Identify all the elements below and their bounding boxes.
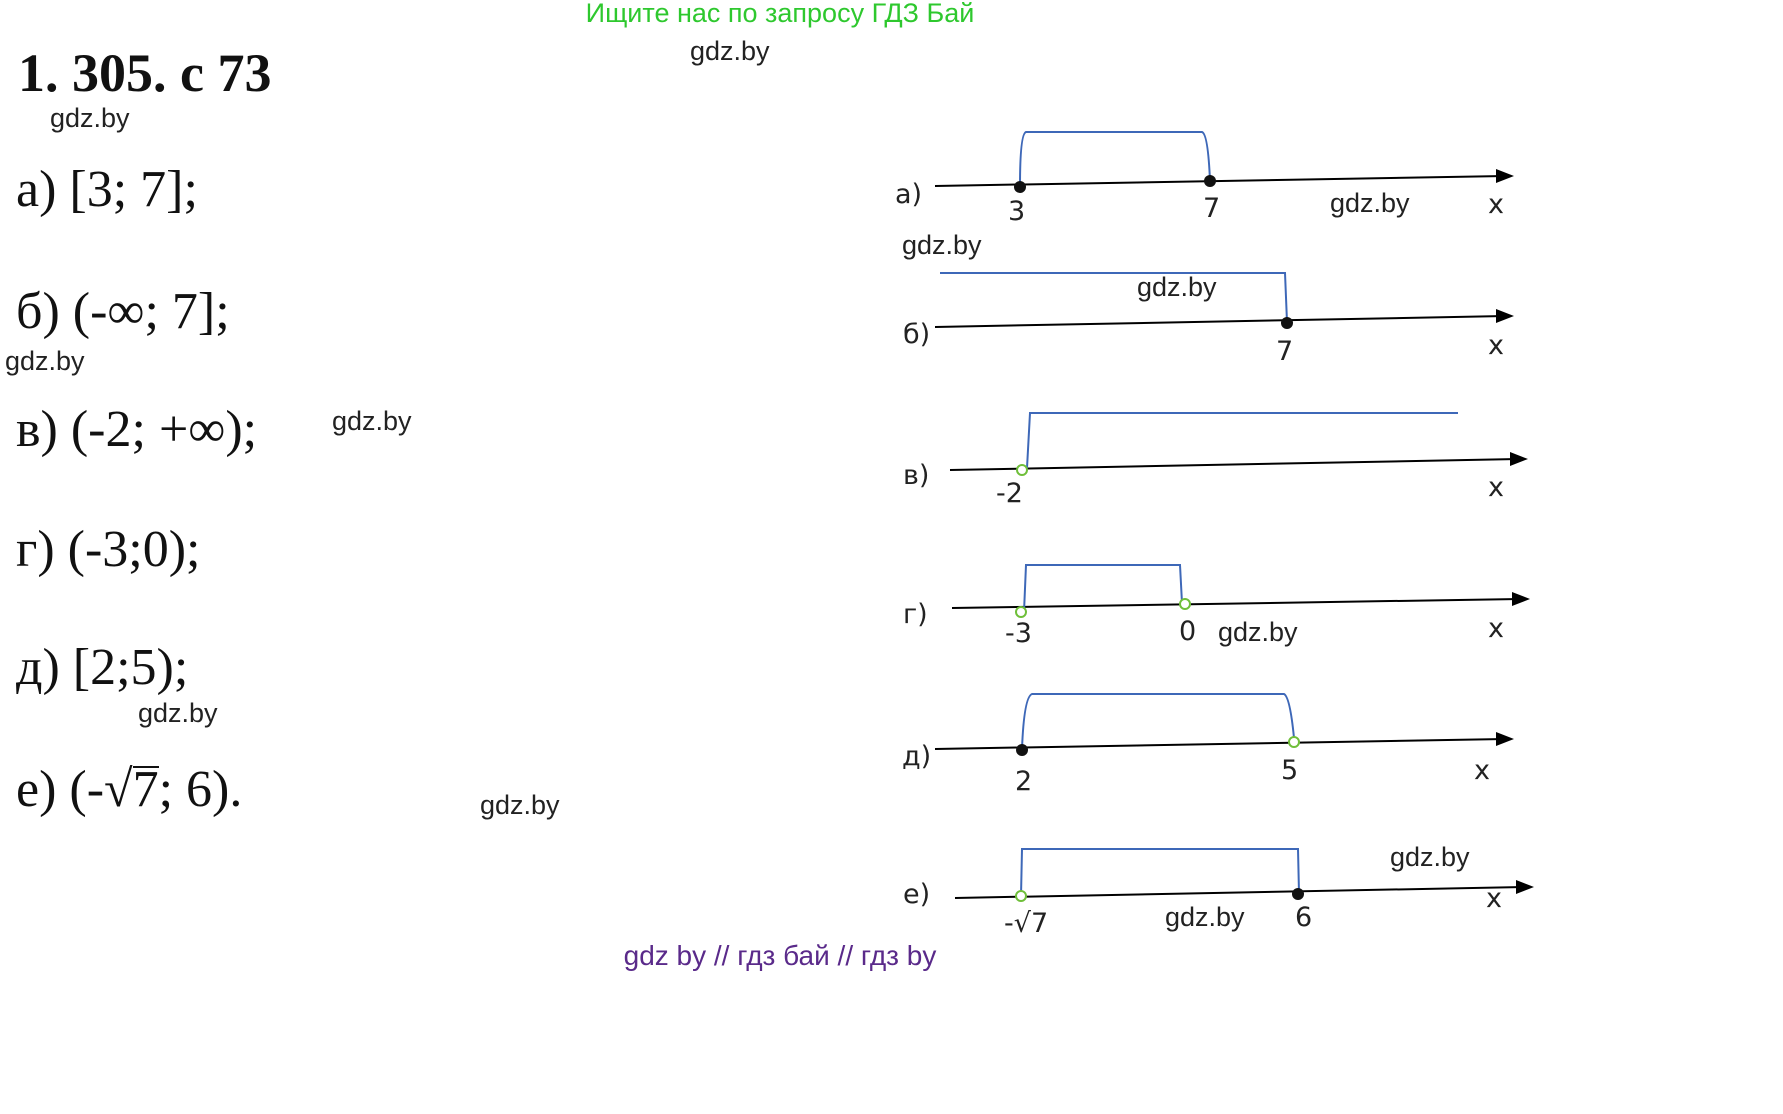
line-label: б) [903, 319, 930, 350]
axis-arrow [1510, 452, 1528, 466]
answer-e-prefix: е) (- [16, 761, 105, 818]
interval-bracket [1019, 131, 1211, 187]
line-label: а) [895, 179, 922, 210]
interval-bracket [1020, 848, 1300, 897]
axis-line [954, 886, 1525, 899]
watermark: gdz.by [1165, 902, 1245, 932]
number-line-v: в) -2 x [903, 412, 1528, 509]
axis-arrow [1496, 169, 1514, 183]
sqrt-sign: √ [104, 761, 133, 818]
number-line-b: б) 7 x [903, 272, 1514, 367]
number-line-g: г) -3 0 x [903, 564, 1530, 649]
watermark: gdz.by [332, 406, 412, 436]
interval-bracket [940, 272, 1288, 323]
tick-label: 7 [1276, 336, 1293, 367]
interval-bracket [1026, 412, 1458, 469]
answer-b: б) (-∞; 7]; [16, 283, 230, 340]
tick-label: 3 [1008, 196, 1025, 227]
exercise-title: 1. 305. с 73 [18, 43, 272, 103]
line-label: г) [903, 599, 928, 630]
open-point [1015, 890, 1027, 902]
axis-arrow [1512, 592, 1530, 606]
watermark: gdz.by [1137, 272, 1217, 302]
closed-point [1292, 888, 1304, 900]
interval-bracket [1021, 693, 1295, 750]
line-label: е) [903, 879, 930, 910]
watermark: gdz.by [138, 698, 218, 728]
tick-label: 0 [1179, 616, 1196, 647]
axis-line [934, 315, 1506, 328]
axis-name: x [1486, 883, 1502, 914]
axis-name: x [1488, 613, 1504, 644]
tick-label: 5 [1281, 755, 1298, 786]
tick-label: 7 [1203, 193, 1220, 224]
axis-name: x [1488, 472, 1504, 503]
watermark: gdz.by [50, 103, 130, 133]
closed-point [1016, 744, 1028, 756]
open-point [1179, 598, 1191, 610]
tick-label: -√7 [1004, 908, 1048, 939]
axis-name: x [1488, 189, 1504, 220]
axis-arrow [1496, 309, 1514, 323]
axis-arrow [1496, 732, 1514, 746]
interval-bracket [1023, 564, 1183, 613]
tick-label: 6 [1295, 902, 1312, 933]
line-label: в) [903, 460, 929, 491]
tick-label: 2 [1015, 766, 1032, 797]
answer-v: в) (-2; +∞); [16, 401, 258, 458]
watermark: gdz.by [1390, 842, 1470, 872]
axis-name: x [1488, 330, 1504, 361]
answer-e-suffix: ; 6). [158, 761, 243, 818]
axis-arrow [1516, 880, 1534, 894]
closed-point [1014, 181, 1026, 193]
closed-point [1204, 175, 1216, 187]
number-line-e: е) -√7 6 x [903, 848, 1534, 939]
answer-g: г) (-3;0); [16, 521, 201, 578]
axis-line [951, 598, 1521, 609]
open-point [1016, 464, 1028, 476]
watermark: gdz.by [902, 230, 982, 260]
footer-links: gdz by // гдз бай // гдз by [623, 940, 937, 971]
watermark: gdz.by [1218, 617, 1298, 647]
axis-line [949, 458, 1519, 471]
line-label: д) [902, 741, 931, 772]
closed-point [1281, 317, 1293, 329]
number-line-d: д) 2 5 x [902, 693, 1514, 797]
answer-e-radicand: 7 [132, 761, 159, 818]
answer-e: е) (-√7; 6). [16, 760, 242, 819]
number-line-a: а) 3 7 x [895, 131, 1514, 227]
watermark: gdz.by [5, 346, 85, 376]
answer-d: д) [2;5); [16, 639, 189, 696]
watermark: gdz.by [480, 790, 560, 820]
open-point [1288, 736, 1300, 748]
open-point [1015, 606, 1027, 618]
tick-label: -2 [996, 478, 1023, 509]
answer-a: а) [3; 7]; [16, 161, 198, 218]
search-banner: Ищите нас по запросу ГДЗ Бай [585, 0, 975, 28]
axis-name: x [1474, 755, 1490, 786]
watermark: gdz.by [1330, 188, 1410, 218]
watermark: gdz.by [690, 36, 770, 66]
tick-label: -3 [1005, 618, 1032, 649]
axis-line [934, 175, 1506, 187]
axis-line [934, 738, 1506, 750]
